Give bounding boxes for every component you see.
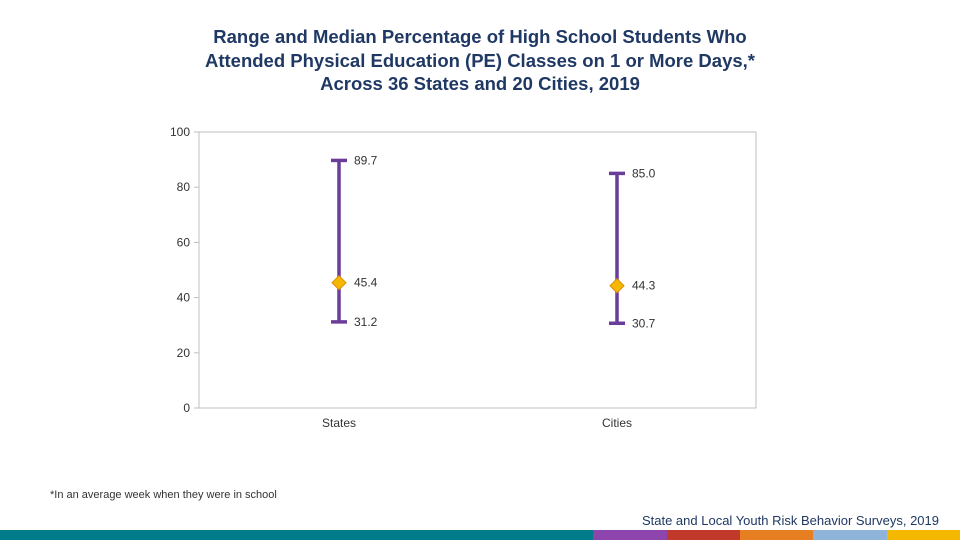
title-line-2: Attended Physical Education (PE) Classes… xyxy=(204,49,755,71)
chart-title: Range and Median Percentage of High Scho… xyxy=(120,25,840,96)
footer-bar-segment xyxy=(0,530,593,540)
footer-bar-segment xyxy=(740,530,813,540)
y-tick-label: 80 xyxy=(177,180,191,194)
footer-bar-segment xyxy=(887,530,960,540)
footer-bar-segment xyxy=(667,530,740,540)
footer-bar-segment xyxy=(593,530,667,540)
median-label-cities: 44.3 xyxy=(632,279,656,293)
y-tick-label: 40 xyxy=(177,291,191,305)
median-marker-states xyxy=(331,274,347,291)
plot-area-border xyxy=(198,131,757,409)
max-label-cities: 85.0 xyxy=(632,166,656,180)
min-label-states: 31.2 xyxy=(354,315,378,329)
x-category-label-states: States xyxy=(322,416,356,430)
y-tick-label: 0 xyxy=(183,401,190,415)
median-label-states: 45.4 xyxy=(354,276,378,290)
y-tick-label: 20 xyxy=(177,346,191,360)
footnote: *In an average week when they were in sc… xyxy=(50,489,277,501)
median-marker-cities xyxy=(609,278,625,294)
max-label-states: 89.7 xyxy=(354,153,378,167)
title-line-1: Range and Median Percentage of High Scho… xyxy=(213,26,747,47)
footer-color-bar xyxy=(0,530,960,540)
y-tick-label: 60 xyxy=(177,235,191,249)
x-category-label-cities: Cities xyxy=(602,416,632,430)
source-citation: State and Local Youth Risk Behavior Surv… xyxy=(641,513,939,528)
title-line-3: Across 36 States and 20 Cities, 2019 xyxy=(320,73,640,94)
footer-bar-segment xyxy=(813,530,887,540)
min-label-cities: 30.7 xyxy=(632,316,656,330)
y-tick-label: 100 xyxy=(170,125,190,139)
